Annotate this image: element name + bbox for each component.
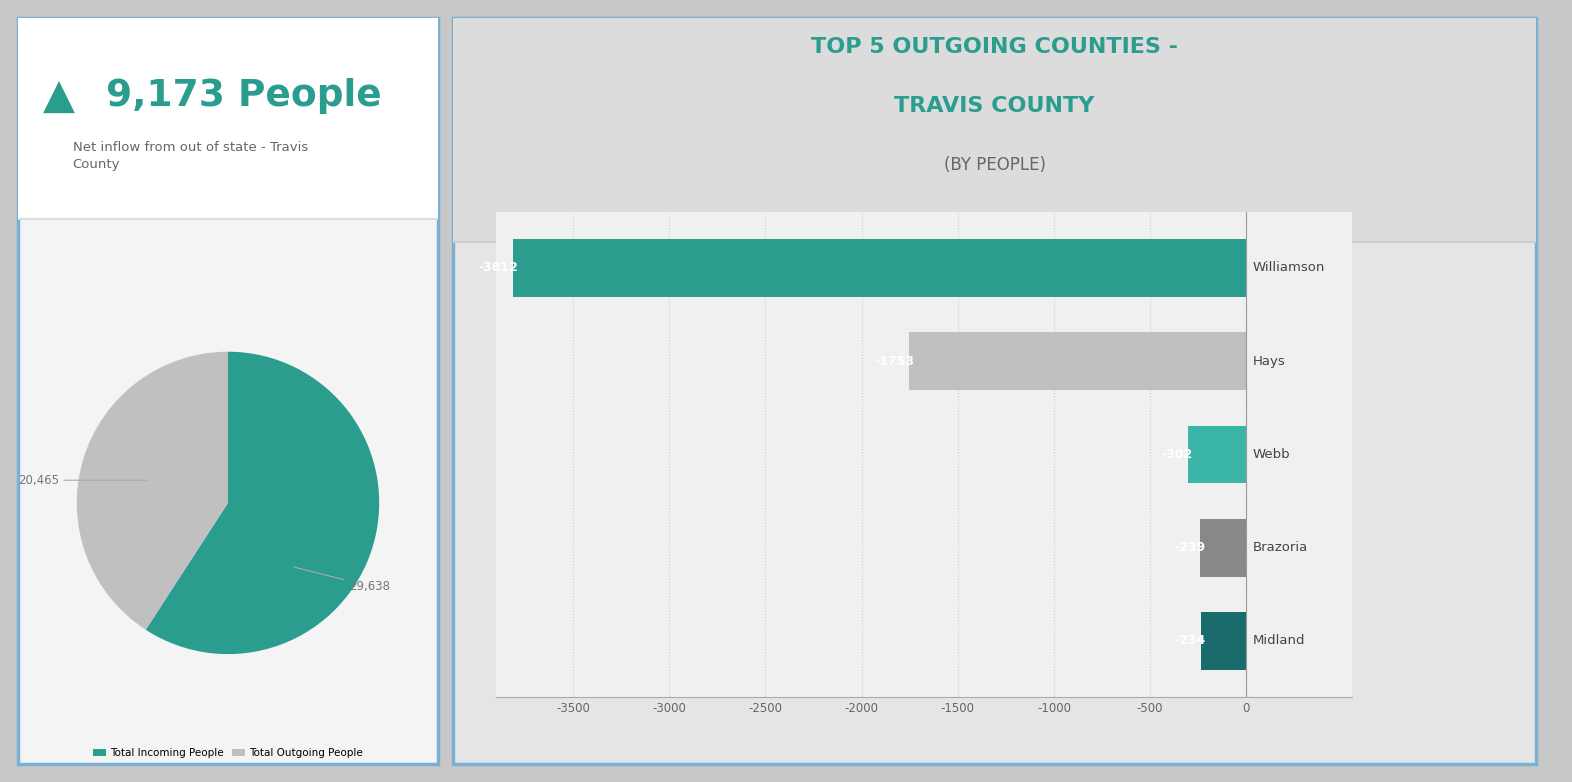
Bar — [909, 332, 1247, 390]
Bar — [1199, 518, 1247, 576]
FancyBboxPatch shape — [453, 18, 1536, 242]
Text: -234: -234 — [1174, 634, 1206, 647]
Text: TRAVIS COUNTY: TRAVIS COUNTY — [894, 96, 1094, 117]
Wedge shape — [77, 352, 228, 630]
Bar — [512, 239, 1247, 297]
Text: (BY PEOPLE): (BY PEOPLE) — [943, 156, 1045, 174]
Text: Midland: Midland — [1253, 634, 1305, 647]
Text: Brazoria: Brazoria — [1253, 541, 1308, 554]
Text: 20,465: 20,465 — [17, 474, 146, 486]
Text: TOP 5 OUTGOING COUNTIES -: TOP 5 OUTGOING COUNTIES - — [811, 37, 1177, 56]
Text: -302: -302 — [1162, 448, 1193, 461]
Wedge shape — [146, 352, 379, 654]
Text: Webb: Webb — [1253, 448, 1291, 461]
Text: -3812: -3812 — [478, 261, 519, 274]
Text: 9,173 People: 9,173 People — [107, 78, 382, 114]
Text: -1753: -1753 — [874, 355, 913, 368]
Text: -239: -239 — [1174, 541, 1206, 554]
Bar — [1188, 425, 1247, 483]
Bar — [1201, 612, 1247, 670]
Text: Williamson: Williamson — [1253, 261, 1325, 274]
Legend: Total Incoming People, Total Outgoing People: Total Incoming People, Total Outgoing Pe… — [90, 744, 366, 762]
FancyBboxPatch shape — [17, 18, 439, 220]
Text: Hays: Hays — [1253, 355, 1286, 368]
FancyBboxPatch shape — [17, 18, 439, 764]
Text: 29,638: 29,638 — [294, 567, 390, 593]
Text: ▲: ▲ — [42, 75, 75, 117]
FancyBboxPatch shape — [453, 18, 1536, 764]
Text: Net inflow from out of state - Travis
County: Net inflow from out of state - Travis Co… — [72, 141, 308, 171]
